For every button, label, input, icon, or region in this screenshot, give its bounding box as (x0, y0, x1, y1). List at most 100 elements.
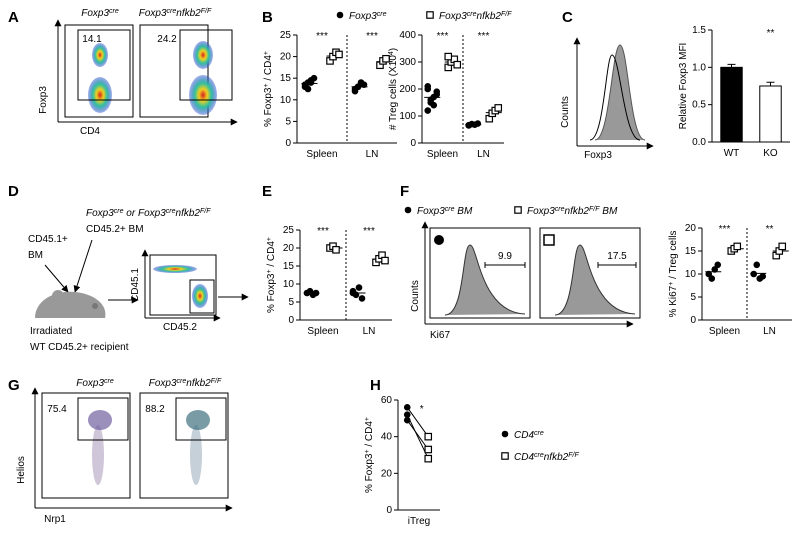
axis-label: CD4 (80, 126, 100, 137)
y-tick-label: 5 (690, 292, 696, 303)
point (433, 88, 441, 95)
y-axis-label-part: / Treg cells (668, 231, 679, 282)
y-axis-label-part: 4 (388, 51, 395, 55)
point (494, 104, 503, 112)
significance: *** (316, 31, 328, 42)
text: WT CD45.2+ recipient (30, 342, 129, 353)
pair-line (406, 419, 429, 450)
legend-label-part: CD4 (514, 452, 534, 463)
y-tick-label: 40 (381, 432, 393, 443)
plot-title-part: Foxp3 (149, 378, 177, 389)
legend-label-part: Foxp3 (527, 206, 555, 217)
x-tick-label: LN (363, 326, 376, 337)
y-tick-label: 1.0 (692, 62, 706, 73)
point (336, 11, 344, 19)
point (335, 50, 343, 59)
y-tick-label: 1.5 (692, 25, 706, 36)
y-tick-label: 300 (399, 57, 416, 68)
axis-label: Ki67 (430, 330, 450, 341)
y-tick-label: 60 (381, 395, 393, 406)
y-axis-label: Relative Foxp3 MFI (678, 43, 689, 130)
significance: *** (478, 31, 490, 42)
legend-label: CD4cre (514, 430, 544, 442)
point (360, 81, 368, 88)
y-tick-label: 100 (399, 111, 416, 122)
y-axis-label-part: + (668, 282, 675, 286)
y-tick-label: 20 (283, 243, 295, 254)
plot-title-part: Foxp3 (81, 8, 109, 19)
legend-label: CD4crenfkb2F/F (514, 452, 579, 464)
x-tick-label: iTreg (408, 516, 430, 527)
y-tick-label: 10 (685, 269, 697, 280)
point (444, 52, 453, 61)
y-tick-label: 0 (288, 315, 294, 326)
y-tick-label: 200 (399, 84, 416, 95)
gate-value: 75.4 (47, 404, 67, 415)
text: Foxp3cre or Foxp3crenfkb2F/F (86, 208, 211, 220)
y-axis-label-part: + (364, 449, 371, 453)
text-part: cre (114, 208, 124, 215)
y-axis-label-part: / CD4 (263, 55, 274, 84)
legend-label-part: cre (534, 452, 544, 459)
point (381, 256, 389, 265)
point (501, 452, 509, 460)
y-tick-label: 0.0 (692, 137, 706, 148)
axis-label: Foxp3 (584, 150, 612, 161)
gate-value: 17.5 (607, 251, 627, 262)
text-part: Foxp3 (86, 208, 114, 219)
legend-label-part: F/F (589, 206, 600, 213)
axis-label: CD45.1 (130, 268, 141, 302)
legend-label: Foxp3cre (349, 11, 387, 23)
y-tick-label: 15 (283, 261, 295, 272)
axis-label: Helios (16, 456, 27, 484)
legend-label-part: Foxp3 (349, 11, 377, 22)
flow-decor (31, 19, 654, 512)
legend-label-part: cre (467, 11, 477, 18)
point (733, 242, 742, 251)
point (424, 454, 433, 463)
significance: *** (363, 226, 375, 237)
point (403, 411, 411, 418)
y-tick-label: 20 (381, 468, 393, 479)
y-axis-label: % Foxp3+ / CD4+ (364, 417, 376, 493)
y-tick-label: 0 (386, 505, 392, 516)
y-axis-label-part: % Foxp3 (364, 453, 375, 493)
significance: *** (719, 224, 731, 235)
plot-title-part: nfkb2 (176, 8, 201, 19)
x-tick-label: LN (763, 326, 776, 337)
gate-value: 24.2 (157, 34, 177, 45)
point (708, 275, 716, 282)
point (501, 430, 509, 438)
x-tick-label: LN (477, 149, 490, 160)
x-tick-label: Spleen (306, 149, 337, 160)
legend-label-part: Foxp3 (439, 11, 467, 22)
y-axis-label-part: # Treg cells (X10 (388, 55, 399, 130)
y-tick-label: 15 (685, 246, 697, 257)
point (355, 284, 363, 291)
point (349, 289, 357, 297)
point (354, 83, 362, 91)
gate-value: 9.9 (498, 251, 512, 262)
y-tick-label: 20 (280, 52, 292, 63)
text-part: F/F (200, 208, 211, 215)
y-axis-label-part: + (266, 237, 273, 241)
text-part: or Foxp3 (124, 208, 167, 219)
legend-label: Foxp3crenfkb2F/F (439, 11, 512, 23)
text: CD45.2+ BM (86, 224, 144, 235)
pair-line (406, 407, 429, 437)
significance: ** (767, 28, 775, 39)
point (465, 121, 473, 129)
y-axis-label-part: / CD4 (266, 241, 277, 270)
y-axis-label-part: + (263, 83, 270, 87)
y-tick-label: 25 (280, 30, 292, 41)
point (382, 54, 390, 63)
y-tick-label: 0 (285, 138, 291, 149)
legend-label-part: cre (555, 206, 565, 213)
plot-title-part: cre (177, 378, 187, 385)
y-tick-label: 5 (285, 116, 291, 127)
text-part: nfkb2 (176, 208, 201, 219)
point (750, 270, 758, 278)
y-tick-label: 10 (280, 95, 292, 106)
text-part: cre (166, 208, 176, 215)
point (427, 96, 435, 104)
